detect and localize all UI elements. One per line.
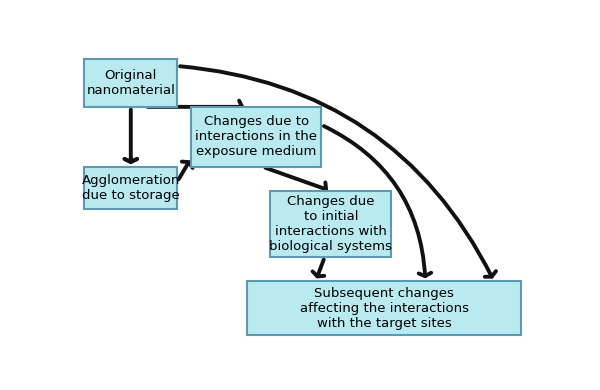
Text: Subsequent changes
affecting the interactions
with the target sites: Subsequent changes affecting the interac… [300,287,469,330]
FancyBboxPatch shape [84,167,178,209]
FancyBboxPatch shape [247,281,521,335]
FancyBboxPatch shape [270,191,391,257]
FancyBboxPatch shape [191,107,322,167]
Text: Changes due to
interactions in the
exposure medium: Changes due to interactions in the expos… [196,115,317,158]
Text: Agglomeration
due to storage: Agglomeration due to storage [82,174,180,202]
Text: Changes due
to initial
interactions with
biological systems: Changes due to initial interactions with… [269,195,392,253]
Text: Original
nanomaterial: Original nanomaterial [86,69,175,97]
FancyBboxPatch shape [84,59,178,107]
